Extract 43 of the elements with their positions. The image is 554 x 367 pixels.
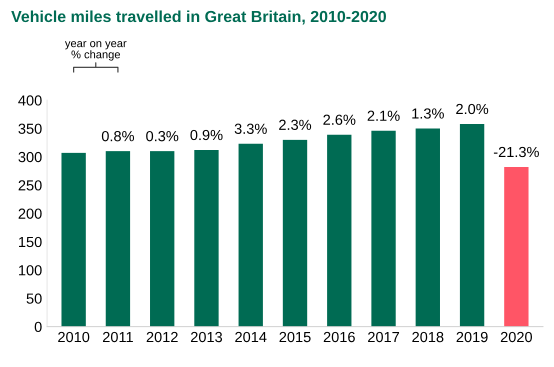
x-tick-label: 2010: [58, 332, 90, 342]
bar: [504, 166, 529, 327]
bar: [460, 124, 484, 327]
x-tick-label: 2014: [235, 332, 267, 342]
bar: [150, 151, 174, 327]
y-tick-label: 100: [19, 265, 42, 276]
bar: [327, 134, 352, 327]
annotation: 3.3%: [234, 124, 267, 134]
bar: [371, 130, 396, 327]
annotation: 0.8%: [102, 130, 134, 142]
x-tick-label: 2020: [500, 332, 532, 342]
x-tick-label: 2017: [368, 332, 400, 342]
y-tick-label: 150: [19, 236, 42, 248]
y-tick-label: 200: [18, 208, 42, 219]
y-tick-label: 0: [34, 322, 42, 332]
x-tick-label: 2012: [146, 332, 178, 342]
annotation: 0.9%: [190, 130, 223, 140]
chart-title: Vehicle miles travelled in Great Britain, 2010-2020: [11, 10, 386, 24]
x-tick-label: 2013: [190, 332, 222, 342]
annotation: 2.6%: [323, 114, 356, 125]
bar: [61, 152, 86, 327]
bar: [106, 151, 130, 327]
text: year on year % change: [64, 41, 126, 61]
x-tick-label: 2019: [456, 332, 488, 342]
bar: [282, 140, 308, 327]
annotation: 2.0%: [456, 104, 488, 114]
y-tick-label: 250: [18, 180, 42, 191]
annotation: 1.3%: [412, 108, 444, 119]
x-tick-label: 2016: [324, 332, 355, 342]
annotation: 2.3%: [279, 120, 312, 130]
annotation: 2.1%: [368, 110, 400, 121]
bar: [194, 150, 219, 327]
x-tick-label: 2011: [102, 332, 133, 342]
y-tick-label: 350: [18, 124, 42, 134]
bar: [416, 128, 440, 327]
x-tick-label: 2018: [412, 332, 444, 342]
annotation: 0.3%: [146, 130, 178, 142]
annotation: -21.3%: [494, 146, 539, 158]
x-tick-label: 2015: [280, 332, 311, 342]
bar: [238, 144, 263, 327]
y-tick-label: 300: [18, 152, 42, 162]
y-tick-label: 400: [18, 95, 42, 106]
y-tick-label: 50: [26, 293, 42, 304]
